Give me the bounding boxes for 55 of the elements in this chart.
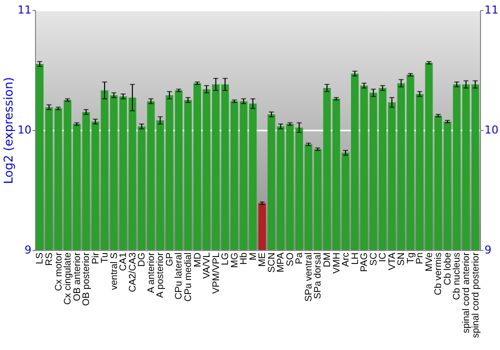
x-tick-label: Cx motor: [53, 252, 64, 292]
x-tick-label: Cx cingulate: [62, 252, 74, 305]
x-tick-label: Arc: [340, 252, 352, 267]
x-tick-label: Pa: [294, 252, 306, 264]
y-axis-title: Log2 (expression): [2, 77, 16, 184]
x-tick-label: OB anterior: [72, 252, 83, 302]
x-tick-label: spinal cord anterior: [461, 252, 472, 334]
x-tick-label: Cb lobe: [442, 252, 454, 286]
x-tick-label: Cb nucleus: [452, 252, 463, 300]
x-tick-label: CPu medial: [183, 252, 194, 302]
x-tick-label: spinal cord posterior: [470, 252, 482, 338]
y2-tick-label: 9: [484, 244, 492, 256]
x-tick-label: SN: [396, 252, 408, 266]
x-tick-label: Tg: [405, 252, 416, 264]
x-tick-label: A anterior: [146, 252, 157, 294]
x-tick-label: ME: [257, 252, 268, 267]
x-tick-label: Cb vermis: [433, 252, 444, 296]
x-tick-label: SCN: [266, 252, 278, 273]
x-tick-label: MPA: [276, 252, 287, 272]
x-tick-label: RS: [44, 252, 55, 266]
y-tick-label: 9: [24, 244, 32, 256]
x-tick-label: M: [248, 252, 259, 260]
x-tick-label: ventral S: [108, 252, 120, 290]
x-tick-label: VMH: [331, 252, 342, 274]
x-tick-label: CA1: [118, 252, 130, 271]
x-tick-label: MG: [229, 252, 240, 268]
x-tick-label: CA2/CA3: [127, 252, 138, 292]
x-tick-label: SC: [368, 252, 380, 266]
y2-tick-label: 10: [484, 124, 498, 136]
x-tick-label: CPu lateral: [174, 252, 185, 300]
x-tick-label: SPa ventral: [303, 252, 314, 302]
x-tick-label: MD: [192, 252, 204, 268]
y-tick-label: 11: [18, 4, 32, 16]
x-tick-label: IC: [378, 252, 389, 262]
x-tick-label: DM: [322, 252, 333, 268]
y2-tick-label: 11: [484, 4, 498, 16]
x-tick-label: SO: [284, 252, 296, 266]
x-tick-label: VPM/VPL: [210, 252, 222, 294]
x-tick-label: Pir: [90, 252, 102, 264]
x-tick-label: Hb: [238, 252, 250, 265]
x-tick-label: VA/VL: [202, 252, 213, 279]
x-tick-label: PAG: [359, 252, 370, 272]
x-tick-label: DG: [136, 252, 148, 267]
x-tick-label: OB posterior: [81, 252, 92, 306]
x-tick-label: Pn: [414, 252, 426, 264]
x-tick-label: A posterior: [155, 252, 166, 298]
y-tick-label: 10: [18, 124, 32, 136]
x-tick-label: MVe: [424, 252, 435, 272]
x-tick-label: LH: [350, 252, 361, 265]
x-tick-label: Tu: [100, 252, 111, 264]
x-tick-label: GP: [164, 252, 176, 266]
x-tick-label: SPa dorsal: [312, 252, 324, 299]
x-tick-label: LG: [220, 252, 232, 266]
x-tick-label: LS: [34, 252, 46, 264]
x-tick-label: VTA: [386, 252, 398, 270]
